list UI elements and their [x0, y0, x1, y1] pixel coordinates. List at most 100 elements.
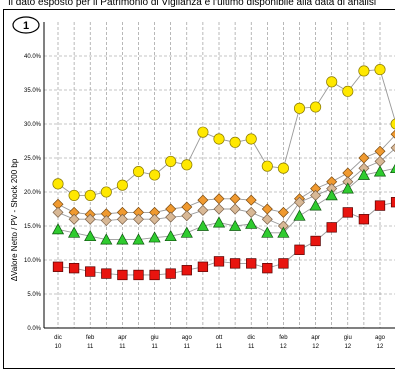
data-point-square — [359, 214, 369, 224]
data-point-diamond — [166, 212, 176, 222]
y-tick-label: 25.0% — [24, 156, 42, 162]
data-point-triangle — [214, 217, 225, 227]
data-point-circle — [166, 156, 176, 166]
line-chart: 1 0.0% 5.0% 10.0% 15.0% 20.0% 25.0% 30.0% 35.0%… — [4, 10, 395, 362]
data-point-square — [391, 197, 395, 207]
data-point-square — [166, 269, 176, 279]
y-tick-label: 5.0% — [27, 292, 41, 298]
x-tick-label-year: 11 — [248, 344, 255, 350]
data-point-square — [327, 223, 337, 233]
y-tick-label: 15.0% — [24, 224, 42, 230]
x-tick-label-month: ott — [216, 335, 223, 341]
data-point-square — [150, 270, 160, 280]
data-point-diamond — [53, 207, 63, 217]
axes — [44, 22, 395, 328]
data-point-circle — [327, 77, 337, 87]
x-tick-label-month: apr — [311, 335, 320, 341]
x-tick-label-year: 12 — [312, 344, 319, 350]
data-point-diamond — [134, 214, 144, 224]
data-point-diamond — [182, 211, 192, 221]
x-tick-label-year: 12 — [344, 344, 351, 350]
x-tick-label-month: apr — [118, 335, 127, 341]
grid-lines — [44, 22, 395, 328]
data-point-diamond — [230, 204, 240, 214]
data-point-circle — [182, 160, 192, 170]
y-tick-label: 40.0% — [24, 54, 42, 60]
y-tick-labels: 0.0% 5.0% 10.0% 15.0% 20.0% 25.0% 30.0% 35.0% 40… — [24, 54, 42, 332]
data-point-circle — [262, 161, 272, 171]
data-point-circle — [85, 190, 95, 200]
data-point-circle — [310, 102, 320, 112]
data-point-circle — [101, 187, 111, 197]
series-diamond-1 — [53, 109, 395, 220]
data-point-diamond — [262, 204, 272, 214]
x-tick-label-year: 11 — [151, 344, 158, 350]
data-point-square — [102, 269, 112, 279]
x-tick-label-month: giu — [151, 335, 159, 341]
data-point-triangle — [326, 190, 337, 200]
y-tick-label: 20.0% — [24, 190, 42, 196]
data-point-triangle — [262, 227, 273, 237]
series-circle-0 — [53, 64, 395, 200]
x-tick-label-month: feb — [86, 335, 95, 341]
x-tick-labels: dic10feb11apr11giu11ago11ott11dic11feb12… — [54, 335, 395, 350]
y-tick-label: 10.0% — [24, 258, 42, 264]
x-tick-label-year: 12 — [280, 344, 287, 350]
data-point-square — [311, 236, 321, 246]
data-point-diamond — [262, 214, 272, 224]
x-tick-label-year: 12 — [377, 344, 384, 350]
x-tick-label-month: dic — [54, 335, 62, 341]
x-tick-label-year: 11 — [119, 344, 126, 350]
series-line — [58, 168, 395, 239]
data-point-square — [182, 265, 192, 275]
data-point-triangle — [310, 200, 321, 210]
data-point-circle — [53, 179, 63, 189]
y-tick-label: 30.0% — [24, 122, 42, 128]
x-tick-label-year: 11 — [216, 344, 223, 350]
data-point-square — [375, 201, 385, 211]
chart-header-note: Il dato esposto per il Patrimonio di Vig… — [8, 0, 395, 9]
y-tick-label: 35.0% — [24, 88, 42, 94]
data-point-diamond — [230, 194, 240, 204]
data-point-circle — [117, 180, 127, 190]
data-point-diamond — [117, 214, 127, 224]
data-point-triangle — [181, 227, 192, 237]
x-tick-label-month: giu — [344, 335, 352, 341]
data-point-circle — [391, 119, 395, 129]
data-point-diamond — [150, 214, 160, 224]
data-point-diamond — [198, 195, 208, 205]
data-point-square — [134, 270, 144, 280]
x-tick-label-month: ago — [375, 335, 386, 341]
data-point-diamond — [69, 214, 79, 224]
data-point-triangle — [342, 183, 353, 193]
x-tick-label-year: 11 — [87, 344, 94, 350]
x-tick-label-year: 11 — [184, 344, 191, 350]
data-point-circle — [214, 134, 224, 144]
data-point-square — [230, 259, 240, 269]
data-series — [53, 64, 395, 279]
data-point-circle — [246, 134, 256, 144]
data-point-circle — [230, 137, 240, 147]
y-axis-label: ΔValore Netto / PV - Shock 200 bp — [10, 158, 19, 281]
y-tick-label: 0.0% — [27, 326, 41, 332]
series-line — [58, 114, 395, 215]
x-tick-label-month: dic — [247, 335, 255, 341]
chart-number-badge: 1 — [13, 17, 39, 33]
data-point-square — [246, 259, 256, 269]
data-point-square — [53, 262, 63, 272]
data-point-circle — [133, 166, 143, 176]
badge-label: 1 — [23, 20, 29, 32]
data-point-diamond — [101, 216, 111, 226]
data-point-diamond — [214, 194, 224, 204]
data-point-diamond — [246, 195, 256, 205]
data-point-square — [343, 208, 353, 218]
x-tick-label-year: 10 — [55, 344, 62, 350]
data-point-circle — [375, 64, 385, 74]
data-point-circle — [149, 170, 159, 180]
x-tick-label-month: ago — [182, 335, 193, 341]
data-point-diamond — [246, 207, 256, 217]
data-point-triangle — [246, 218, 257, 228]
data-point-circle — [294, 103, 304, 113]
data-point-square — [214, 257, 224, 267]
data-point-square — [198, 262, 208, 272]
